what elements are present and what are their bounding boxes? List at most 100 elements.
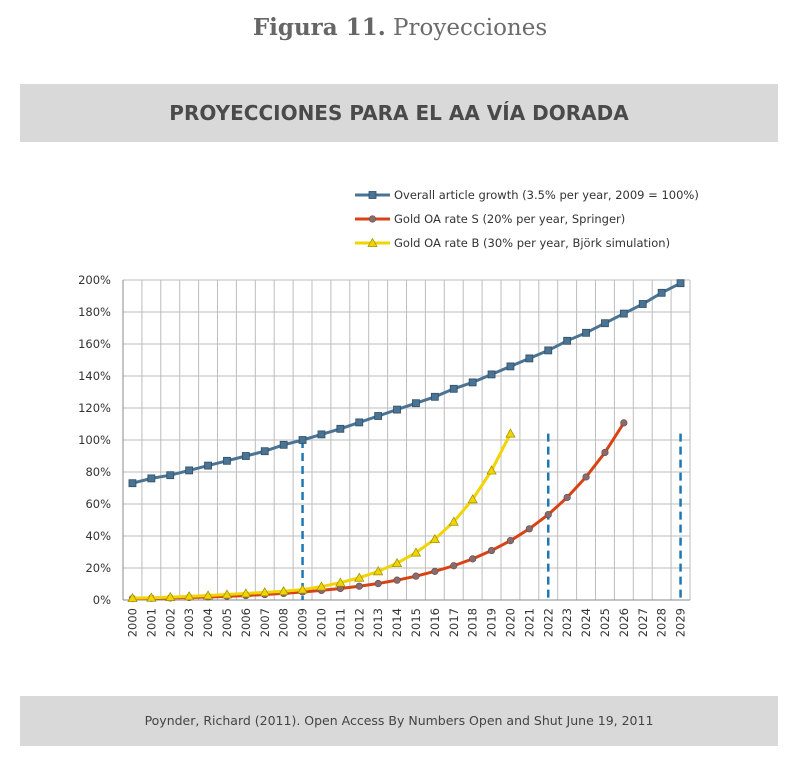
data-point — [223, 456, 231, 465]
legend-label: Gold OA rate S (20% per year, Springer) — [394, 212, 625, 226]
data-point — [204, 461, 212, 470]
data-point — [430, 392, 439, 401]
legend-marker — [367, 237, 378, 247]
x-tick-label: 2020 — [503, 608, 517, 637]
data-point — [128, 479, 137, 488]
data-point — [202, 590, 214, 600]
data-point — [316, 581, 327, 591]
x-tick-label: 2007 — [258, 608, 272, 637]
figure-caption: Proyecciones — [393, 15, 548, 41]
y-tick-label: 160% — [78, 337, 111, 351]
data-point — [638, 300, 647, 308]
data-point — [506, 537, 515, 545]
series-1 — [128, 279, 685, 488]
chart-series — [127, 279, 685, 603]
data-point — [241, 452, 250, 460]
data-point — [165, 591, 176, 601]
y-tick-label: 200% — [78, 273, 111, 287]
x-tick-label: 2016 — [428, 608, 442, 637]
data-point — [391, 557, 403, 568]
x-tick-label: 2018 — [466, 608, 480, 637]
banner-title: PROYECCIONES PARA EL AA VÍA DORADA — [169, 101, 629, 125]
data-point — [448, 516, 459, 526]
x-tick-label: 2002 — [163, 608, 177, 637]
line-chart: 0% 20% 40% 60% 80% 100% 120% 140% 160% 180% 200% 2… — [78, 188, 699, 637]
y-tick-label: 180% — [78, 305, 111, 319]
x-tick-label: 2008 — [277, 608, 291, 637]
data-point — [410, 547, 422, 557]
x-tick-label: 2024 — [579, 608, 593, 637]
data-point — [467, 494, 478, 504]
x-tick-label: 2022 — [541, 608, 555, 637]
data-point — [354, 572, 365, 582]
data-point — [525, 525, 533, 533]
figure-label: Figura 11. — [252, 14, 386, 41]
x-tick-label: 2029 — [674, 608, 688, 637]
x-tick-label: 2009 — [296, 608, 310, 637]
x-tick-label: 2023 — [560, 608, 574, 637]
data-point — [544, 510, 552, 519]
legend-entry: Overall article growth (3.5% per year, 2… — [355, 188, 699, 202]
x-tick-label: 2017 — [447, 608, 461, 637]
data-point — [146, 592, 157, 602]
x-tick-label: 2026 — [617, 608, 631, 637]
data-point — [374, 412, 383, 420]
data-point — [431, 567, 439, 575]
data-point — [563, 336, 572, 345]
data-point — [127, 592, 138, 602]
data-point — [487, 370, 496, 379]
y-tick-label: 20% — [85, 561, 111, 575]
data-point — [147, 474, 156, 483]
data-point — [676, 279, 685, 288]
y-tick-label: 120% — [78, 401, 111, 415]
x-tick-label: 2019 — [485, 608, 499, 637]
x-tick-label: 2014 — [390, 608, 404, 637]
data-point — [601, 319, 609, 328]
x-tick-label: 2004 — [201, 608, 215, 637]
data-point — [582, 328, 590, 337]
x-tick-label: 2001 — [144, 608, 158, 637]
x-tick-label: 2000 — [125, 608, 139, 637]
x-tick-label: 2015 — [409, 608, 423, 637]
data-point — [184, 591, 195, 601]
data-point — [601, 448, 609, 457]
legend-marker — [368, 215, 377, 223]
y-tick-label: 40% — [85, 529, 111, 543]
data-point — [240, 588, 251, 598]
data-point — [468, 378, 477, 387]
data-point — [469, 555, 477, 563]
data-point — [393, 405, 401, 414]
data-point — [505, 428, 516, 438]
data-point — [335, 577, 346, 587]
source-text: Poynder, Richard (2011). Open Access By … — [144, 713, 654, 728]
y-tick-label: 0% — [93, 593, 111, 607]
y-tick-label: 60% — [85, 497, 111, 511]
x-tick-label: 2012 — [352, 608, 366, 637]
figure-title: Figura 11. Proyecciones — [0, 14, 800, 41]
chart-banner: PROYECCIONES PARA EL AA VÍA DORADA — [20, 84, 778, 142]
series-3 — [127, 428, 516, 602]
source-footer: Poynder, Richard (2011). Open Access By … — [20, 696, 778, 746]
legend-label: Overall article growth (3.5% per year, 2… — [394, 188, 699, 202]
data-point — [355, 582, 363, 590]
data-point — [412, 399, 420, 408]
x-tick-label: 2011 — [333, 608, 347, 637]
chart-axes — [122, 280, 690, 601]
data-point — [166, 471, 175, 480]
y-axis-labels: 0% 20% 40% 60% 80% 100% 120% 140% 160% 180% 200% — [78, 273, 111, 607]
legend-marker — [368, 191, 377, 199]
data-point — [487, 546, 496, 555]
x-tick-label: 2010 — [314, 608, 328, 637]
x-tick-label: 2003 — [182, 608, 196, 637]
data-point — [259, 587, 270, 597]
data-point — [582, 473, 590, 481]
series-line — [132, 432, 512, 600]
data-point — [486, 465, 497, 475]
data-point — [298, 436, 307, 444]
data-point — [449, 384, 458, 393]
chart-legend: Overall article growth (3.5% per year, 2… — [355, 188, 699, 250]
data-point — [373, 566, 384, 576]
data-point — [355, 418, 364, 427]
data-point — [525, 354, 534, 363]
data-point — [278, 585, 289, 596]
